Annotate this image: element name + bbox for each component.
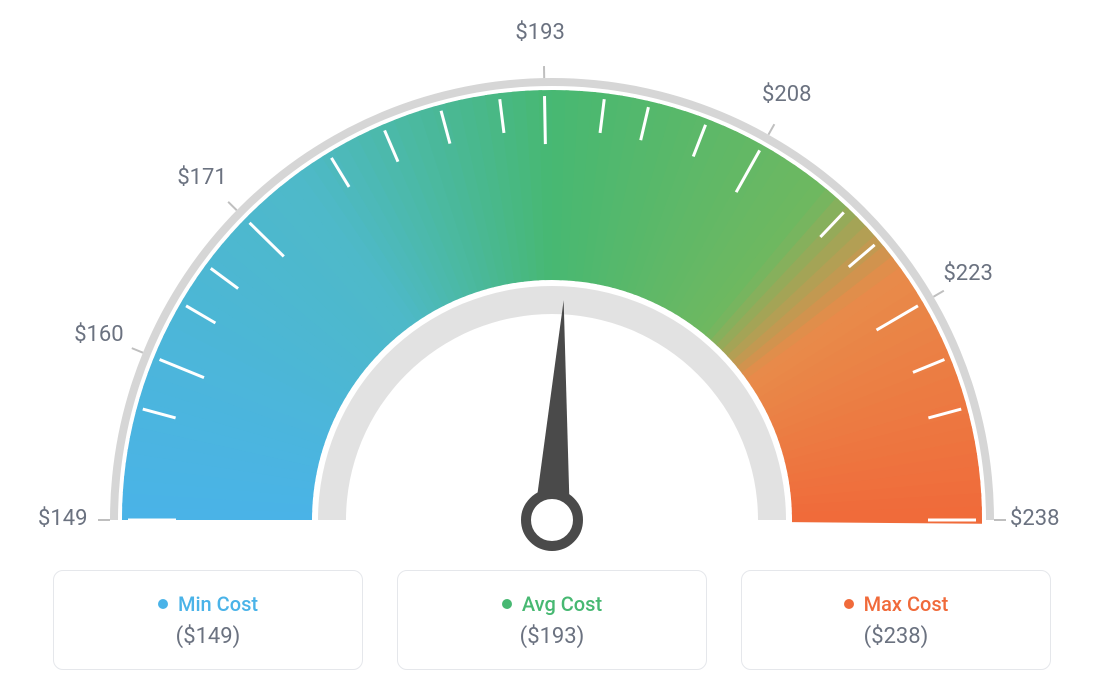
gauge-tick	[545, 96, 546, 144]
legend-dot-icon	[844, 599, 854, 609]
legend-value: ($238)	[864, 624, 929, 649]
legend-row: Min Cost ($149) Avg Cost ($193) Max Cost ($23…	[53, 570, 1051, 670]
legend-label: Avg Cost	[522, 592, 602, 616]
gauge-svg	[92, 40, 1012, 580]
legend-card: Avg Cost ($193)	[397, 570, 707, 670]
legend-card: Min Cost ($149)	[53, 570, 363, 670]
gauge-needle-hub	[526, 494, 578, 546]
legend-dot-icon	[158, 599, 168, 609]
gauge-tick-label: $238	[1010, 506, 1059, 531]
gauge-tick-label: $171	[177, 165, 226, 190]
legend-value: ($193)	[520, 624, 585, 649]
gauge-tick-label: $160	[74, 322, 123, 347]
legend-label: Min Cost	[178, 592, 258, 616]
gauge-tick-label: $223	[943, 261, 992, 286]
legend-label: Max Cost	[864, 592, 949, 616]
legend-dot-icon	[502, 599, 512, 609]
gauge-needle	[534, 300, 570, 521]
legend-value: ($149)	[176, 624, 241, 649]
gauge-tick-label: $149	[38, 506, 87, 531]
legend-card: Max Cost ($238)	[741, 570, 1051, 670]
gauge-tick-label: $193	[515, 20, 564, 45]
cost-gauge: $149$160$171$193$208$223$238	[92, 40, 1012, 540]
gauge-tick-label: $208	[762, 82, 811, 107]
